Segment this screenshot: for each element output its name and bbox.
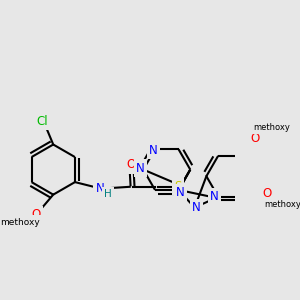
Text: N: N (96, 182, 104, 195)
Text: O: O (126, 158, 135, 171)
Text: N: N (176, 186, 185, 199)
Text: N: N (192, 201, 201, 214)
Text: O: O (262, 187, 271, 200)
Text: Cl: Cl (37, 115, 48, 128)
Text: methoxy: methoxy (265, 200, 300, 209)
Text: O: O (32, 208, 40, 221)
Text: S: S (175, 180, 182, 193)
Text: methoxy: methoxy (1, 218, 40, 226)
Text: H: H (104, 189, 112, 199)
Text: methoxy: methoxy (253, 123, 290, 132)
Text: N: N (136, 161, 145, 175)
Text: N: N (210, 190, 219, 203)
Text: N: N (149, 144, 158, 157)
Text: O: O (250, 132, 260, 145)
